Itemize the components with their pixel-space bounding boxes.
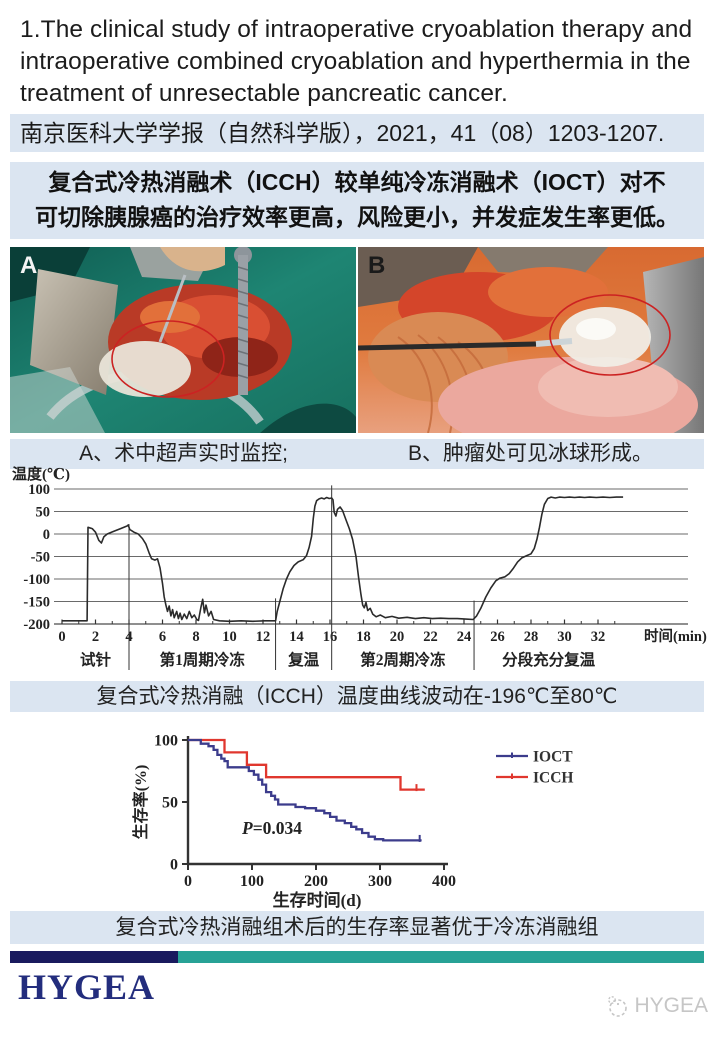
temp-ylabel: 温度(℃) bbox=[12, 465, 70, 483]
temp-ytick-label: -50 bbox=[31, 550, 50, 566]
pvalue-annotation: P=0.034 bbox=[241, 818, 302, 838]
temp-xtick-label: 2 bbox=[92, 629, 99, 645]
survival-curve-IOCT bbox=[188, 738, 422, 842]
survival-chart: 0 100 200 300 400 0 50 100 生存时间(d) 生存率(%) IOCT ICCH… bbox=[131, 733, 573, 911]
legend-label-ICCH: ICCH bbox=[533, 770, 573, 787]
probe-threads bbox=[237, 266, 249, 379]
temp-xtick-label: 6 bbox=[159, 629, 166, 645]
temp-xtick-label: 22 bbox=[423, 629, 438, 645]
temp-xtick-label: 32 bbox=[591, 629, 606, 645]
hygea-watermark-text: HYGEA bbox=[634, 994, 708, 1017]
cryoprobe-b bbox=[358, 341, 537, 351]
surv-xtick-label: 100 bbox=[240, 873, 264, 890]
plastic-sheet bbox=[10, 367, 105, 433]
temp-xtick-label: 20 bbox=[390, 629, 405, 645]
annotation-ellipse-b bbox=[549, 294, 671, 376]
page-title: 1.The clinical study of intraoperative c… bbox=[20, 16, 693, 107]
survival-caption-bar: 复合式冷热消融组术后的生存率显著优于冷冻消融组 bbox=[10, 911, 704, 944]
photo-caption-bar: A、术中超声实时监控; B、肿瘤处可见冰球形成。 bbox=[10, 439, 704, 469]
phase-label: 试针 bbox=[80, 650, 112, 669]
temp-xtick-label: 26 bbox=[490, 629, 505, 645]
summary-panel: 复合式冷热消融术（ICCH）较单纯冷冻消融术（IOCT）对不 可切除胰腺癌的治疗… bbox=[10, 162, 704, 239]
temp-ytick-label: -100 bbox=[23, 572, 50, 588]
temp-xtick-label: 30 bbox=[557, 629, 572, 645]
hygea-watermark: HYGEA bbox=[605, 994, 708, 1018]
tissue-fold-2 bbox=[488, 267, 608, 317]
gauze bbox=[99, 341, 191, 397]
summary-line-2: 可切除胰腺癌的治疗效率更高，风险更小，并发症发生率更低。 bbox=[35, 204, 679, 230]
phase-label: 第2周期冷冻 bbox=[360, 650, 446, 669]
legend-label-IOCT: IOCT bbox=[533, 749, 573, 766]
temp-xtick-label: 28 bbox=[524, 629, 539, 645]
surgeon-hand bbox=[160, 247, 225, 272]
surv-xtick-label: 0 bbox=[184, 873, 192, 890]
photo-caption-b: B、肿瘤处可见冰球形成。 bbox=[407, 442, 653, 465]
temp-xtick-label: 12 bbox=[256, 629, 271, 645]
surv-xtick-label: 300 bbox=[368, 873, 392, 890]
temp-ytick-label: 0 bbox=[43, 527, 50, 543]
surv-ytick-label: 0 bbox=[170, 857, 178, 874]
surv-xtick-label: 200 bbox=[304, 873, 328, 890]
temp-ytick-label: 100 bbox=[28, 482, 50, 498]
temp-xtick-label: 10 bbox=[222, 629, 237, 645]
survival-curve-ICCH bbox=[188, 738, 425, 791]
photo-label-a: A bbox=[20, 252, 37, 279]
summary-line-1: 复合式冷热消融术（ICCH）较单纯冷冻消融术（IOCT）对不 bbox=[48, 169, 666, 195]
clamp-top-b bbox=[478, 247, 608, 275]
photo-label-b: B bbox=[368, 252, 385, 279]
footer-rule bbox=[10, 951, 704, 963]
surgical-photos-row: A bbox=[10, 247, 704, 433]
temp-xtick-label: 0 bbox=[58, 629, 65, 645]
temp-xlabel: 时间(min) bbox=[644, 627, 707, 645]
temp-ytick-label: -150 bbox=[23, 595, 50, 611]
temp-xtick-label: 18 bbox=[356, 629, 371, 645]
phase-label: 复温 bbox=[287, 650, 320, 669]
surv-xlabel: 生存时间(d) bbox=[273, 890, 362, 910]
temperature-chart: 温度(℃)100 50 0 -50 -100 -150 -200 0 24 6 8 10 12 14 16 1… bbox=[12, 465, 707, 670]
temp-ytick-label: 50 bbox=[36, 505, 51, 521]
surv-ytick-label: 100 bbox=[154, 733, 178, 750]
temp-curve bbox=[62, 496, 624, 623]
footer-rule-navy bbox=[10, 951, 178, 963]
temp-caption-bar: 复合式冷热消融（ICCH）温度曲线波动在-196℃至80℃ bbox=[10, 681, 704, 712]
photo-caption-a: A、术中超声实时监控; bbox=[79, 442, 288, 465]
retractor-blade-a bbox=[30, 269, 118, 395]
temp-xtick-label: 8 bbox=[192, 629, 199, 645]
surgical-photo-b: B bbox=[358, 247, 704, 433]
hygea-watermark-icon bbox=[608, 996, 628, 1017]
temp-ytick-label: -200 bbox=[23, 617, 50, 633]
phase-label: 第1周期冷冻 bbox=[160, 650, 246, 669]
iceball-highlight bbox=[576, 318, 616, 340]
surv-ytick-label: 50 bbox=[162, 795, 178, 812]
drape-shadow-2 bbox=[260, 403, 356, 433]
cryoprobe-shaft bbox=[238, 255, 248, 395]
phase-label: 分段充分复温 bbox=[502, 650, 596, 669]
annotation-ellipse-a bbox=[111, 320, 225, 398]
smooth-pink-highlight bbox=[538, 357, 678, 417]
needle bbox=[158, 274, 187, 343]
temp-xtick-label: 16 bbox=[323, 629, 338, 645]
hygea-logo: HYGEA bbox=[18, 967, 156, 1007]
temp-xtick-label: 14 bbox=[289, 629, 304, 645]
cryoprobe-tip bbox=[535, 338, 573, 347]
surv-ylabel: 生存率(%) bbox=[131, 765, 150, 840]
surgical-photo-a: A bbox=[10, 247, 356, 433]
temp-xtick-label: 24 bbox=[457, 629, 472, 645]
journal-citation: 南京医科大学学报（自然科学版），2021，41（08）1203-1207. bbox=[10, 114, 704, 152]
surv-xtick-label: 400 bbox=[432, 873, 456, 890]
